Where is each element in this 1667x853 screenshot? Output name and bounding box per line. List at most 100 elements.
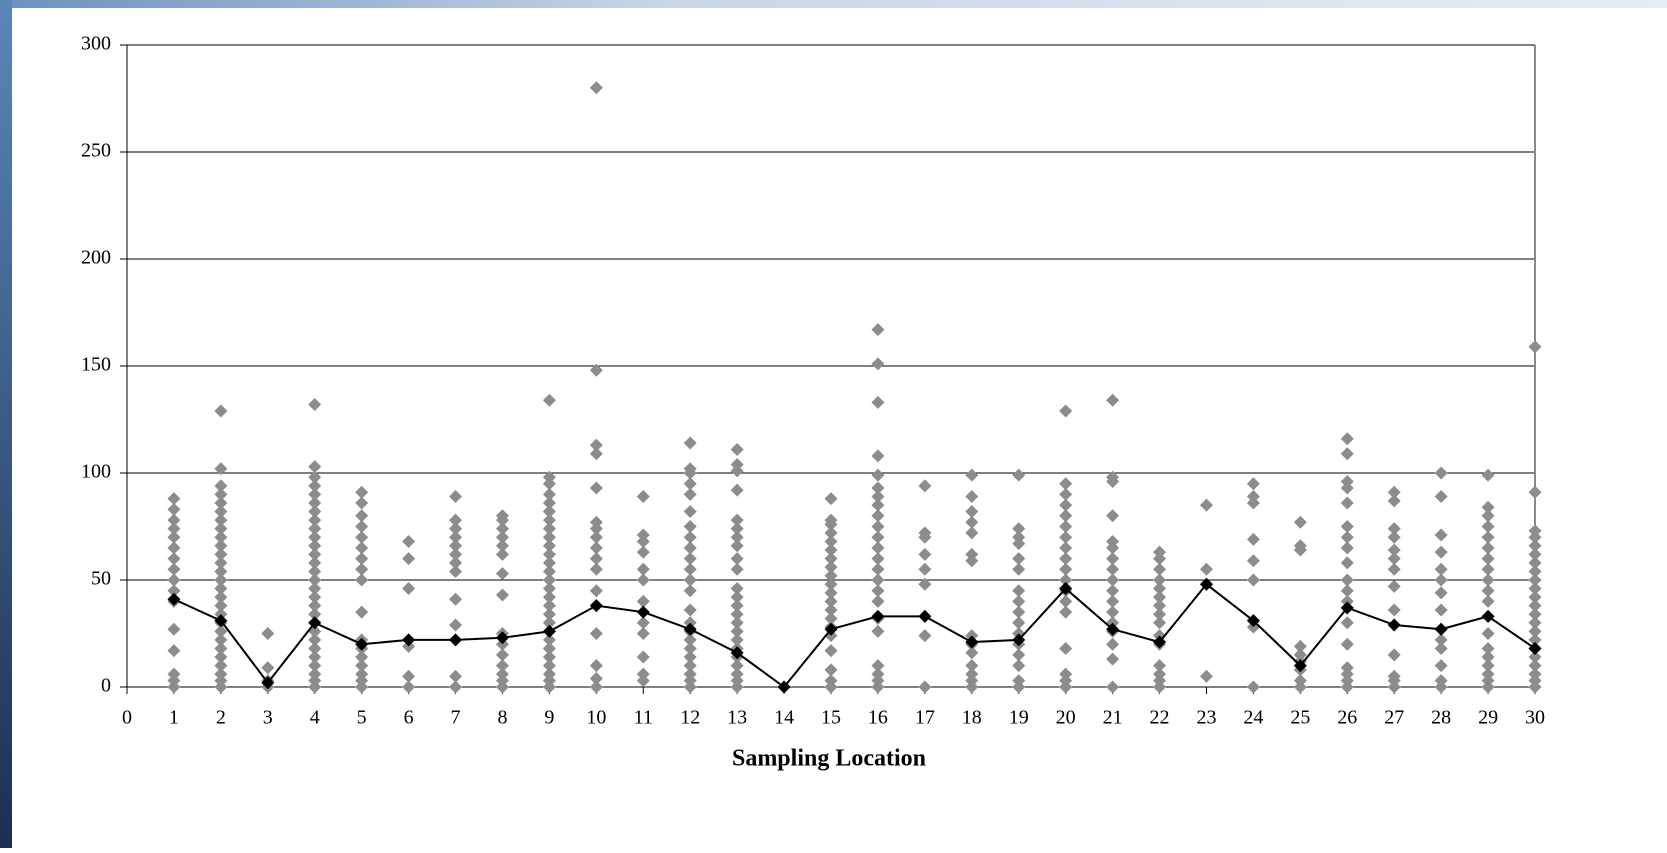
data-point	[965, 468, 979, 482]
data-point	[167, 584, 181, 598]
data-point	[1481, 500, 1495, 514]
data-point	[1059, 641, 1073, 655]
data-point	[1059, 541, 1073, 555]
x-tick-label: 5	[357, 707, 367, 729]
data-point	[1434, 490, 1448, 504]
data-point	[214, 462, 228, 476]
data-point	[1106, 680, 1120, 694]
data-point	[918, 562, 932, 576]
data-point	[730, 607, 744, 621]
data-point	[1340, 520, 1354, 533]
data-point	[636, 573, 650, 587]
data-point	[1340, 573, 1354, 587]
data-point	[824, 534, 838, 548]
data-point	[449, 564, 463, 578]
data-point	[730, 530, 744, 544]
data-point	[1012, 594, 1026, 608]
data-point	[542, 539, 556, 553]
data-point	[542, 607, 556, 621]
y-tick-label: 300	[81, 33, 111, 55]
data-point	[542, 641, 556, 655]
data-point	[824, 586, 838, 600]
data-point	[214, 505, 228, 519]
data-point	[542, 667, 556, 681]
x-tick-label: 12	[680, 707, 700, 729]
data-point	[683, 530, 697, 544]
x-tick-label: 25	[1290, 707, 1310, 729]
data-point	[1153, 562, 1167, 576]
data-point	[542, 564, 556, 578]
data-point	[402, 534, 416, 548]
data-point	[824, 612, 838, 626]
data-point	[214, 667, 228, 681]
data-point	[1481, 594, 1495, 608]
data-point	[871, 490, 885, 504]
data-point	[683, 562, 697, 576]
data-point	[871, 449, 885, 463]
data-point	[214, 650, 228, 664]
data-point	[1481, 552, 1495, 566]
data-point	[1153, 667, 1167, 681]
mean-point	[1528, 641, 1542, 655]
data-point	[636, 667, 650, 681]
data-point	[730, 590, 744, 604]
data-point	[1293, 539, 1307, 553]
data-point	[683, 487, 697, 501]
data-point	[589, 363, 603, 377]
mean-point	[683, 622, 697, 636]
data-point	[308, 530, 322, 544]
data-point	[1012, 552, 1026, 566]
mean-point	[777, 680, 791, 694]
x-tick-label: 17	[915, 707, 935, 729]
x-tick-label: 19	[1009, 707, 1029, 729]
data-point	[730, 633, 744, 647]
data-point	[1340, 584, 1354, 598]
x-tick-label: 26	[1337, 707, 1357, 729]
data-point	[495, 530, 509, 544]
data-point	[589, 562, 603, 576]
data-point	[214, 556, 228, 570]
data-point	[308, 522, 322, 536]
data-point	[214, 530, 228, 544]
x-tick-label: 28	[1431, 707, 1451, 729]
data-point	[730, 522, 744, 536]
data-point	[1434, 659, 1448, 673]
y-tick-label: 250	[81, 140, 111, 162]
data-point	[1528, 633, 1542, 647]
data-point	[167, 502, 181, 516]
data-point	[1481, 468, 1495, 482]
data-point	[636, 562, 650, 576]
x-tick-label: 3	[263, 707, 273, 729]
mean-point	[542, 624, 556, 638]
data-point	[167, 522, 181, 536]
data-point	[871, 552, 885, 566]
data-point	[730, 667, 744, 681]
data-point	[308, 470, 322, 484]
data-point	[542, 659, 556, 673]
data-point	[1528, 590, 1542, 604]
data-point	[1153, 573, 1167, 587]
data-point	[1387, 562, 1401, 576]
data-point	[308, 650, 322, 664]
x-tick-label: 6	[404, 707, 414, 729]
data-point	[965, 490, 979, 504]
data-point	[1434, 633, 1448, 647]
data-point	[308, 496, 322, 510]
data-point	[542, 573, 556, 587]
data-point	[824, 543, 838, 557]
data-point	[871, 498, 885, 512]
data-point	[449, 592, 463, 606]
x-tick-label: 16	[868, 707, 888, 729]
data-point	[1387, 543, 1401, 557]
data-point	[1387, 530, 1401, 544]
data-point	[214, 659, 228, 673]
x-tick-label: 10	[586, 707, 606, 729]
data-point	[214, 564, 228, 578]
data-point	[1012, 616, 1026, 630]
data-point	[1153, 599, 1167, 613]
data-point	[1528, 667, 1542, 681]
data-point	[449, 556, 463, 570]
data-point	[871, 541, 885, 555]
mean-point	[1153, 635, 1167, 649]
data-point	[308, 633, 322, 647]
